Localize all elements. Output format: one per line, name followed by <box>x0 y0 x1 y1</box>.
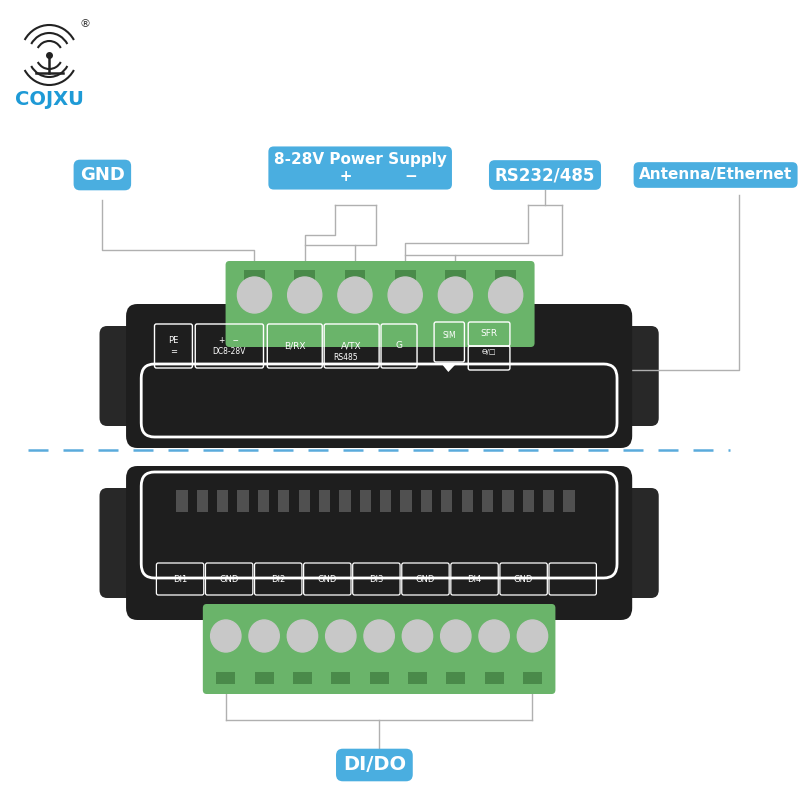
Text: +   −
DC8-28V: + − DC8-28V <box>213 336 246 356</box>
Text: DI2: DI2 <box>271 574 286 583</box>
Bar <box>380 490 391 512</box>
Bar <box>176 490 187 512</box>
Text: DI1: DI1 <box>173 574 187 583</box>
Bar <box>345 270 366 284</box>
Text: Antenna/Ethernet: Antenna/Ethernet <box>639 167 792 182</box>
Text: B/RX: B/RX <box>284 342 306 350</box>
Circle shape <box>326 620 356 652</box>
Circle shape <box>489 277 522 313</box>
Bar <box>319 490 330 512</box>
Bar <box>462 490 473 512</box>
Text: DI/DO: DI/DO <box>343 755 406 774</box>
Circle shape <box>210 620 241 652</box>
FancyBboxPatch shape <box>203 604 555 694</box>
Text: DI3: DI3 <box>369 574 383 583</box>
Bar <box>331 672 350 684</box>
Bar <box>216 672 235 684</box>
Bar <box>293 672 312 684</box>
Bar <box>442 490 453 512</box>
Bar <box>244 270 265 284</box>
Bar <box>238 490 249 512</box>
Circle shape <box>438 277 473 313</box>
Text: ®: ® <box>80 19 90 29</box>
Circle shape <box>288 277 322 313</box>
Circle shape <box>249 620 279 652</box>
Bar <box>278 490 290 512</box>
Text: COJXU: COJXU <box>15 90 84 109</box>
FancyBboxPatch shape <box>226 261 534 347</box>
Text: GND: GND <box>416 574 435 583</box>
Bar <box>523 672 542 684</box>
Bar <box>217 490 228 512</box>
FancyBboxPatch shape <box>607 326 658 426</box>
Bar <box>543 490 554 512</box>
Circle shape <box>388 277 422 313</box>
Circle shape <box>402 620 433 652</box>
Bar <box>339 490 350 512</box>
Bar <box>563 490 574 512</box>
Text: GND: GND <box>514 574 534 583</box>
Circle shape <box>364 620 394 652</box>
Circle shape <box>441 620 471 652</box>
Bar <box>258 490 269 512</box>
Circle shape <box>338 277 372 313</box>
Text: 8-28V Power Supply
       +          −: 8-28V Power Supply + − <box>274 152 446 184</box>
Text: Ө/□: Ө/□ <box>482 349 496 355</box>
Text: SIM: SIM <box>442 331 456 341</box>
Text: RS232/485: RS232/485 <box>495 166 595 184</box>
Bar <box>401 490 412 512</box>
Bar <box>254 672 274 684</box>
Bar <box>482 490 493 512</box>
Text: A/TX: A/TX <box>342 342 362 350</box>
Bar <box>394 270 416 284</box>
Bar <box>298 490 310 512</box>
FancyBboxPatch shape <box>126 466 632 620</box>
FancyBboxPatch shape <box>99 488 150 598</box>
Bar <box>197 490 208 512</box>
Text: PE
=: PE = <box>168 336 178 356</box>
Bar <box>495 270 516 284</box>
Text: G: G <box>395 342 402 350</box>
Text: GND: GND <box>80 166 125 184</box>
Bar <box>446 672 466 684</box>
Bar <box>408 672 427 684</box>
Bar <box>370 672 389 684</box>
Bar <box>502 490 514 512</box>
Polygon shape <box>442 365 455 372</box>
FancyBboxPatch shape <box>126 304 632 448</box>
Bar <box>421 490 432 512</box>
Text: SFR: SFR <box>481 330 498 338</box>
Bar <box>294 270 315 284</box>
Circle shape <box>238 277 271 313</box>
FancyBboxPatch shape <box>607 488 658 598</box>
Bar <box>485 672 504 684</box>
FancyBboxPatch shape <box>99 326 150 426</box>
Text: GND: GND <box>219 574 239 583</box>
Bar <box>522 490 534 512</box>
Circle shape <box>287 620 318 652</box>
Text: GND: GND <box>318 574 337 583</box>
Bar <box>360 490 371 512</box>
Circle shape <box>518 620 548 652</box>
Circle shape <box>479 620 510 652</box>
Text: RS485: RS485 <box>334 354 358 362</box>
Bar <box>445 270 466 284</box>
Text: DI4: DI4 <box>467 574 482 583</box>
